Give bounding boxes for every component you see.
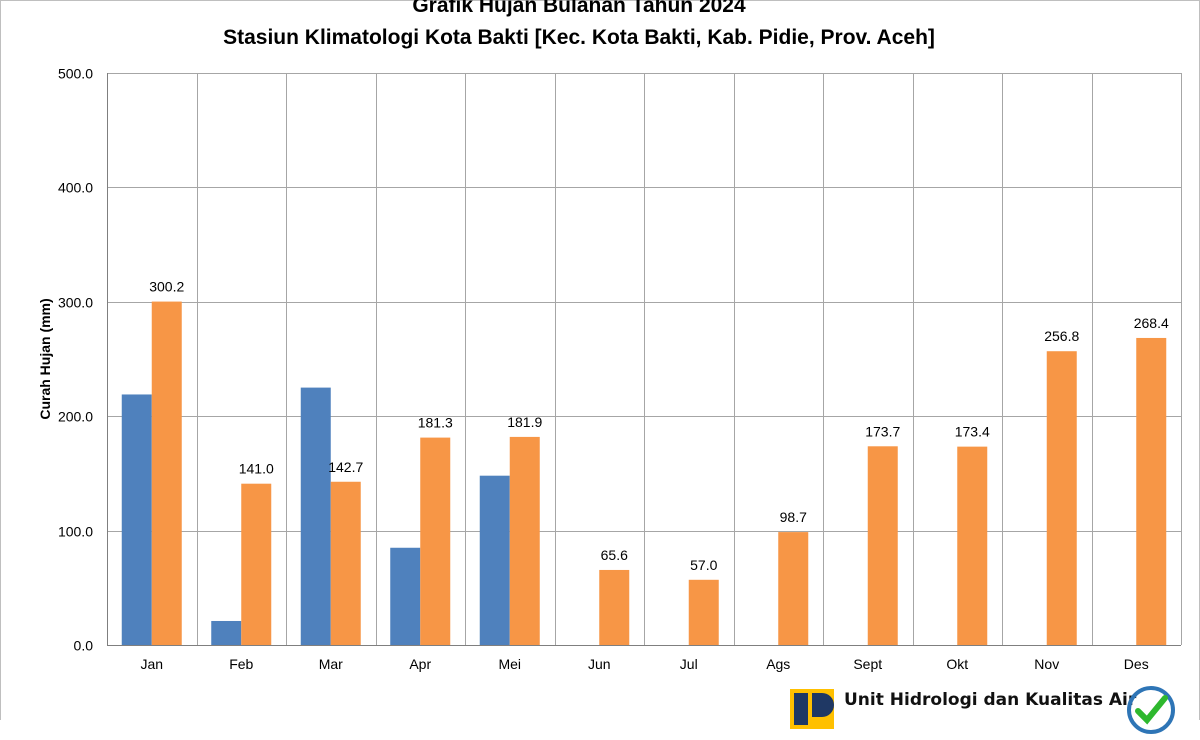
data-label: 142.7	[328, 459, 363, 475]
data-label: 268.4	[1134, 315, 1169, 331]
x-tick-label: Okt	[946, 656, 968, 672]
data-label: 173.4	[955, 424, 990, 440]
bar-series-2	[1136, 337, 1167, 645]
bar-series-2	[330, 481, 361, 645]
bar-series-2	[778, 532, 809, 645]
bar-series-1	[300, 387, 331, 645]
chart-subtitle: Stasiun Klimatologi Kota Bakti [Kec. Kot…	[223, 26, 935, 49]
x-tick-label: Des	[1124, 656, 1149, 672]
data-label: 65.6	[601, 547, 628, 563]
data-labels: 300.2 141.0 142.7 181.3 181.9 65.6 57.0 98.7 173…	[149, 279, 1169, 573]
bar-series-2	[420, 437, 451, 645]
bar-series-2	[957, 446, 988, 645]
data-label: 181.9	[507, 414, 542, 430]
bar-series-1	[121, 394, 152, 645]
bar-series-2	[688, 579, 719, 645]
x-tick-label: Sept	[853, 656, 882, 672]
organization-name: Unit Hidrologi dan Kualitas Air	[844, 690, 1137, 710]
y-tick-label: 300.0	[58, 295, 93, 311]
bar-series-1	[479, 475, 510, 645]
y-tick-label: 400.0	[58, 180, 93, 196]
bar-series-2	[1046, 351, 1077, 645]
y-tick-label: 100.0	[58, 524, 93, 540]
x-tick-label: Feb	[229, 656, 253, 672]
data-label: 173.7	[865, 423, 900, 439]
chart-title: Grafik Hujan Bulanan Tahun 2024	[412, 0, 746, 17]
axes: 0.0 100.0 200.0 300.0 400.0 500.0 Jan Feb Mar Apr…	[58, 66, 1181, 672]
iso-badge-icon	[1126, 685, 1176, 735]
x-tick-label: Jan	[140, 656, 163, 672]
bar-series-1	[211, 620, 242, 645]
x-tick-label: Mei	[498, 656, 521, 672]
y-tick-label: 0.0	[74, 638, 94, 654]
x-tick-label: Jun	[588, 656, 611, 672]
bar-series-1	[390, 547, 421, 645]
bar-series-2	[867, 446, 898, 645]
bars	[121, 301, 1167, 645]
x-tick-label: Mar	[319, 656, 343, 672]
data-label: 181.3	[418, 415, 453, 431]
bar-series-2	[151, 301, 182, 645]
x-tick-label: Apr	[409, 656, 431, 672]
x-tick-label: Jul	[680, 656, 698, 672]
bar-series-2	[509, 436, 540, 645]
x-tick-label: Ags	[766, 656, 790, 672]
data-label: 141.0	[239, 461, 274, 477]
y-tick-label: 200.0	[58, 409, 93, 425]
bar-chart: 300.2 141.0 142.7 181.3 181.9 65.6 57.0 98.7 173…	[37, 66, 1182, 672]
data-label: 300.2	[149, 279, 184, 295]
x-tick-label: Nov	[1034, 656, 1059, 672]
data-label: 98.7	[780, 509, 807, 525]
data-label: 57.0	[690, 557, 717, 573]
y-axis-label: Curah Hujan (mm)	[37, 298, 53, 419]
pu-logo-icon	[790, 689, 834, 729]
bar-series-2	[599, 569, 630, 645]
data-label: 256.8	[1044, 328, 1079, 344]
y-tick-label: 500.0	[58, 66, 93, 82]
bar-series-2	[241, 483, 272, 645]
